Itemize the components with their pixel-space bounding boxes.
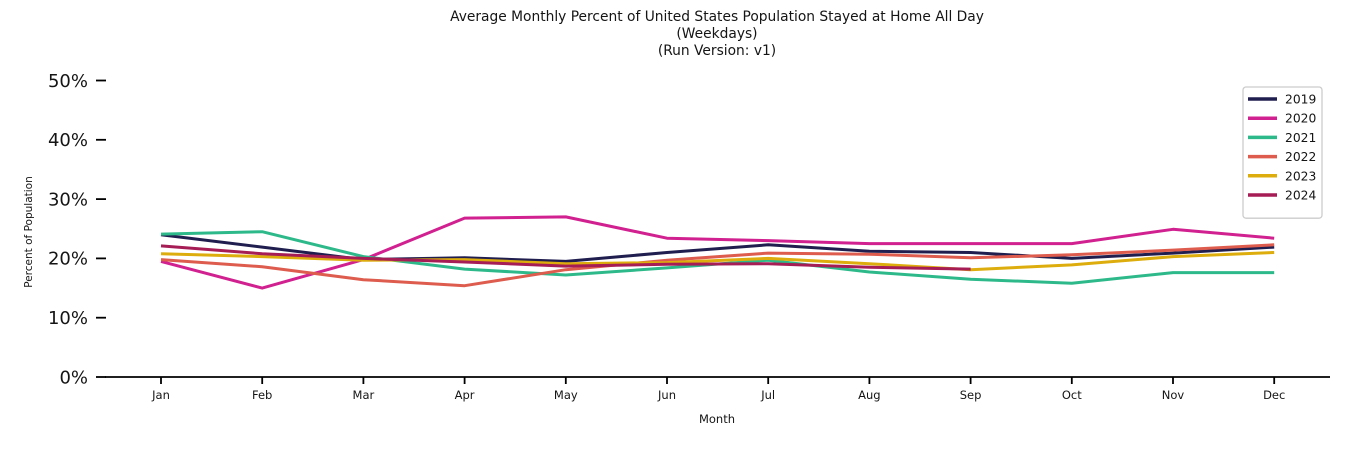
y-tick-label: 20%: [48, 249, 88, 270]
x-tick-label: Aug: [858, 388, 880, 402]
y-tick-label: 50%: [48, 71, 88, 92]
y-tick-label: 10%: [48, 308, 88, 329]
x-tick-label: Jun: [657, 388, 676, 402]
x-tick-label: Feb: [252, 388, 272, 402]
y-tick-label: 0%: [59, 367, 88, 388]
series-line-2022: [160, 243, 1275, 288]
legend-label-2024: 2024: [1285, 189, 1316, 203]
x-tick-label: Nov: [1162, 388, 1185, 402]
y-axis-label: Percent of Population: [23, 176, 35, 287]
series-line-2023: [160, 251, 1275, 272]
chart-title-line2: (Weekdays): [676, 26, 757, 42]
legend-label-2021: 2021: [1285, 131, 1316, 145]
x-tick-label: Oct: [1062, 388, 1082, 402]
y-tick-label: 30%: [48, 189, 88, 210]
x-tick-label: Jan: [151, 388, 170, 402]
legend: 2019 2020 2021 2022 2023 2024: [1242, 86, 1323, 219]
series-line-2020: [160, 215, 1275, 290]
x-tick-label: Apr: [455, 388, 475, 402]
chart-title-line1: Average Monthly Percent of United States…: [450, 9, 984, 25]
legend-label-2022: 2022: [1285, 150, 1316, 164]
x-tick-label: Sep: [960, 388, 982, 402]
legend-label-2023: 2023: [1285, 169, 1316, 183]
x-tick-label: Mar: [353, 388, 375, 402]
legend-label-2019: 2019: [1285, 93, 1316, 107]
chart-title-line3: (Run Version: v1): [658, 43, 776, 59]
series-lines: [160, 215, 1275, 290]
y-ticks: 0% 10% 20% 30% 40% 50%: [48, 71, 106, 388]
legend-label-2020: 2020: [1285, 112, 1316, 126]
y-tick-label: 40%: [48, 130, 88, 151]
x-ticks: Jan Feb Mar Apr May Jun Jul Aug Sep Oct Nov Dec: [151, 377, 1285, 402]
series-line-2024: [160, 244, 971, 271]
x-tick-label: Jul: [760, 388, 775, 402]
x-axis-label: Month: [699, 412, 735, 426]
x-tick-label: May: [554, 388, 578, 402]
x-tick-label: Dec: [1263, 388, 1285, 402]
